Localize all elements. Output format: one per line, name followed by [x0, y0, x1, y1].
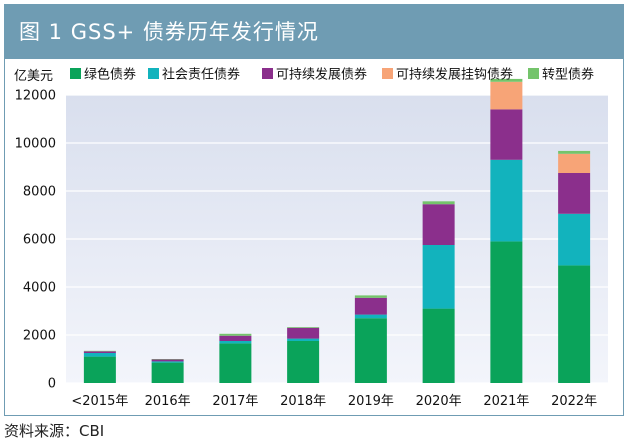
- figure-title: 图 1 GSS+ 债券历年发行情况: [5, 5, 623, 59]
- bar-segment: [219, 341, 252, 344]
- bar-segment: [490, 159, 523, 242]
- bar-segment: [354, 318, 387, 383]
- legend-swatch: [528, 68, 539, 79]
- bar-segment: [287, 338, 320, 341]
- legend-label: 可持续发展债券: [276, 67, 367, 83]
- y-tick-label: 10000: [15, 137, 56, 152]
- legend-label: 可持续发展挂钩债券: [396, 67, 513, 83]
- bar-segment: [219, 335, 252, 341]
- y-tick-label: 12000: [15, 89, 56, 104]
- y-tick-label: 6000: [23, 233, 56, 248]
- bar-segment: [422, 201, 455, 205]
- legend-swatch: [262, 68, 273, 79]
- x-tick-label: <2015年: [71, 394, 128, 409]
- y-tick-label: 4000: [23, 281, 56, 296]
- bar-segment: [354, 295, 387, 298]
- figure-frame: 图 1 GSS+ 债券历年发行情况: [4, 4, 624, 416]
- x-tick-label: 2022年: [551, 394, 597, 409]
- bar-segment: [558, 173, 591, 214]
- legend-swatch: [70, 68, 81, 79]
- y-tick-label: 0: [48, 377, 56, 392]
- legend-label: 绿色债券: [84, 67, 136, 83]
- x-axis: <2015年 2016年 2017年 2018年 2019年 2020年 2021年 2022…: [71, 394, 597, 409]
- legend-swatch: [148, 68, 159, 79]
- bar-segment: [83, 356, 116, 383]
- bar-segment: [287, 327, 320, 328]
- bar-segment: [83, 351, 116, 353]
- legend-label: 社会责任债券: [162, 67, 240, 83]
- bar-segment: [422, 204, 455, 245]
- x-tick-label: 2016年: [145, 394, 191, 409]
- bar-segment: [422, 245, 455, 309]
- bar-segment: [354, 297, 387, 315]
- bar-segment: [219, 343, 252, 383]
- y-tick-label: 8000: [23, 185, 56, 200]
- legend-label: 转型债券: [542, 67, 594, 83]
- bar-segment: [287, 327, 320, 339]
- source-note: 资料来源：CBI: [4, 422, 105, 440]
- x-tick-label: 2019年: [348, 394, 394, 409]
- x-tick-label: 2020年: [416, 394, 462, 409]
- x-tick-label: 2018年: [280, 394, 326, 409]
- x-tick-label: 2021年: [483, 394, 529, 409]
- bar-segment: [558, 150, 591, 154]
- bar-stacks: [83, 78, 591, 383]
- bar-segment: [83, 353, 116, 357]
- bar-segment: [490, 81, 523, 110]
- x-tick-label: 2017年: [212, 394, 258, 409]
- bar-segment: [151, 361, 184, 363]
- bar-segment: [558, 153, 591, 173]
- bar-segment: [219, 333, 252, 336]
- bar-segment: [422, 308, 455, 383]
- bar-segment: [490, 78, 523, 82]
- y-tick-label: 2000: [23, 329, 56, 344]
- bar-segment: [151, 359, 184, 362]
- bar-segment: [558, 265, 591, 383]
- bar-segment: [287, 341, 320, 383]
- y-axis: 0 2000 4000 6000 8000 10000 12000: [15, 89, 56, 392]
- bar-segment: [151, 362, 184, 383]
- legend: 绿色债券 社会责任债券 可持续发展债券 可持续发展挂钩债券 转型债券: [70, 67, 594, 83]
- legend-swatch: [382, 68, 393, 79]
- bar-segment: [490, 109, 523, 160]
- bar-segment: [490, 241, 523, 383]
- bar-segment: [354, 314, 387, 319]
- bar-segment: [558, 213, 591, 266]
- y-axis-label: 亿美元: [14, 69, 53, 84]
